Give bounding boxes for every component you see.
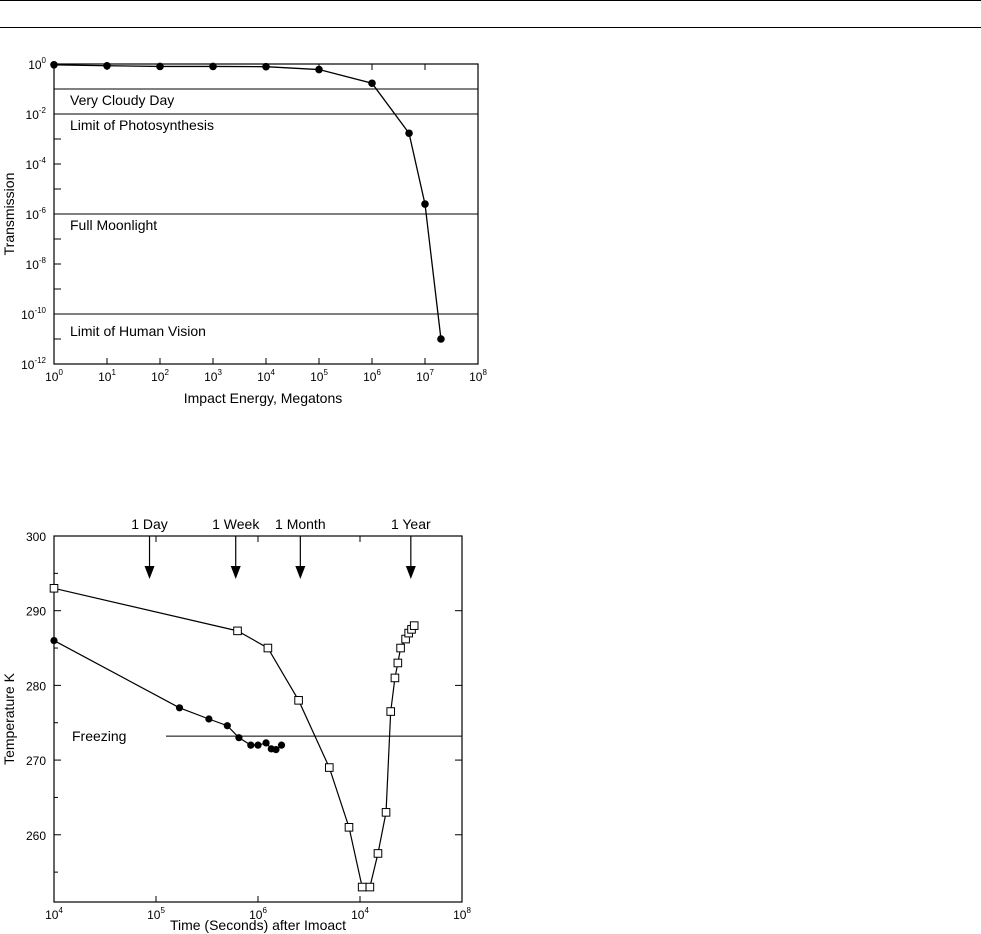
data-point [50,60,58,69]
data-point-circle [277,741,286,749]
x-tick-label: 106 [249,906,267,922]
band-label-human-vision: Limit of Human Vision [70,323,206,339]
data-point [368,79,376,88]
data-point [315,65,323,74]
time-marker-label: 1 Month [275,516,326,532]
y-tick-label: 10-4 [26,156,47,172]
y-tick-label: 270 [26,754,46,768]
data-point-square [396,643,405,653]
y-tick-label: 100 [28,56,46,72]
plot-frame-2 [53,535,463,903]
x-tick-label: 104 [257,368,275,384]
x-tick-label: 108 [469,368,487,384]
data-point [156,62,164,71]
band-label: Limit of Photosynthesis [70,117,214,133]
x-tick-label: 102 [151,368,169,384]
time-marker-arrowhead [230,566,241,579]
x-tick-label: 106 [363,368,381,384]
data-point [262,62,270,71]
data-point-square [233,626,242,636]
data-point-square [294,696,303,705]
y-tick-label: 10-8 [26,256,47,272]
data-point-square [409,621,419,630]
data-point-square [357,882,367,892]
page-header-rule [0,27,981,28]
y-axis-title: Temperature K [1,672,17,764]
x-axis-title: Time (Seconds) after Imoact [170,917,346,933]
x-tick-label: 105 [147,906,165,922]
x-tick-label: 101 [98,368,116,384]
band-label: Full Moonlight [70,217,157,233]
x-tick-label: 104 [45,906,63,922]
data-point [437,335,445,343]
data-point-square [324,763,334,772]
time-marker-arrowhead [405,566,416,579]
data-point-square [263,643,273,653]
data-point-circle [175,704,184,712]
x-tick-label: 107 [416,368,434,384]
data-point-square [390,673,400,683]
data-point-square [381,808,391,817]
data-point-circle [262,739,270,747]
data-point-square [373,849,383,858]
y-tick-label: 300 [26,530,46,544]
data-point [421,200,429,208]
data-point-square [393,658,403,668]
data-point-square [386,707,396,716]
data-point-circle [223,722,231,730]
time-marker-label: 1 Week [212,516,260,532]
data-point-circle [205,715,213,723]
y-tick-label: 10-10 [21,306,46,322]
time-marker-label: 1 Day [131,516,168,532]
y-axis-title: Transmission [1,173,17,256]
data-point-circle [272,746,280,754]
data-point [405,129,413,138]
x-tick-label: 104 [351,906,369,922]
data-point-circle [247,741,255,749]
y-tick-label: 280 [26,679,46,693]
x-tick-label: 108 [453,906,471,922]
x-tick-label: 105 [310,368,328,384]
data-point-circle [254,741,262,749]
x-tick-label: 103 [204,368,222,384]
band-label: Very Cloudy Day [70,92,174,108]
time-marker-arrowhead [144,566,155,579]
freezing-label: Freezing [72,728,126,744]
data-point-square [49,583,59,593]
data-point-square [365,882,375,892]
data-point-circle [235,734,243,742]
y-tick-label: 10-2 [26,106,47,122]
page-top-rule [0,0,981,1]
series-line [53,64,442,340]
time-marker-label: 1 Year [391,516,431,532]
data-point-circle [50,636,58,645]
y-tick-label: 10-12 [21,356,46,372]
x-tick-label: 100 [45,368,63,384]
data-point [209,62,217,71]
y-tick-label: 260 [26,829,46,843]
y-tick-label: 10-6 [26,206,47,222]
y-tick-label: 290 [26,605,46,619]
x-axis-title: Impact Energy, Megatons [184,390,342,406]
time-marker-arrowhead [295,566,306,579]
data-point-square [344,823,354,832]
data-point [103,61,111,70]
